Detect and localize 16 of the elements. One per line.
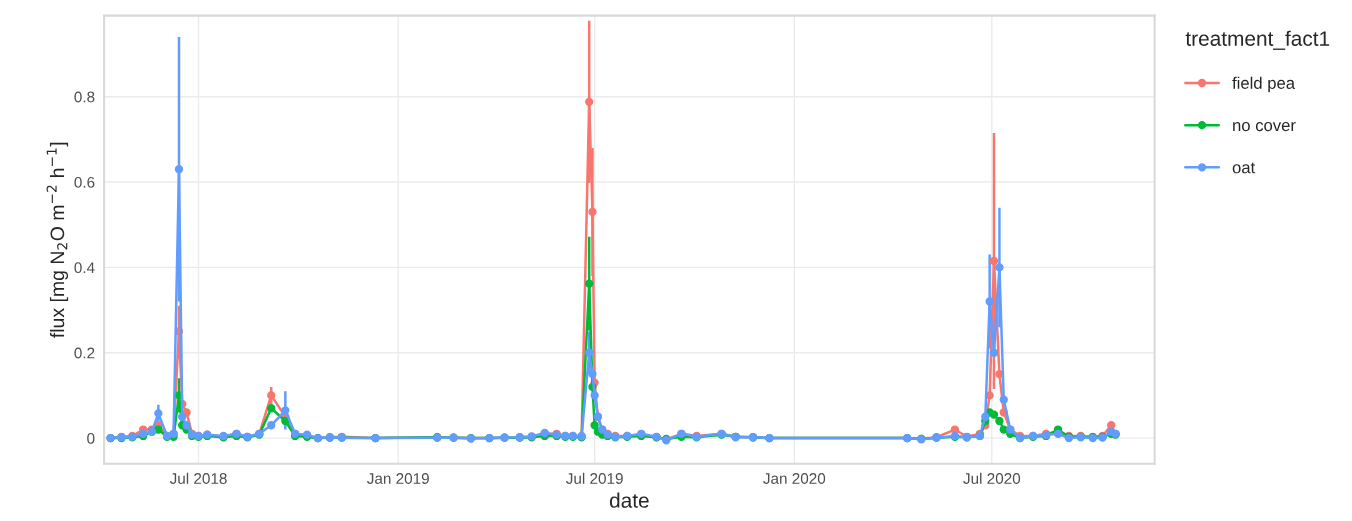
legend-title: treatment_fact1 bbox=[1185, 30, 1330, 50]
y-tick-label: 0.6 bbox=[74, 176, 95, 188]
legend-label: field pea bbox=[1232, 76, 1296, 93]
y-tick-label: 0.8 bbox=[74, 91, 95, 103]
y-tick-label: 0.4 bbox=[74, 262, 95, 274]
legend-label: no cover bbox=[1233, 122, 1296, 132]
x-tick-label: Jul 2020 bbox=[963, 472, 1021, 484]
x-axis-title: date bbox=[609, 492, 649, 508]
legend-label: oat bbox=[1232, 162, 1256, 174]
x-tick-label: Jan 2019 bbox=[367, 473, 429, 484]
x-tick-label: Jul 2018 bbox=[169, 472, 227, 484]
y-tick-label: 0 bbox=[87, 432, 95, 444]
y-axis-title: flux [mg N$_{2}$O m$^{−2}$ h$^{−1}$] bbox=[46, 142, 69, 338]
x-tick-label: Jul 2019 bbox=[565, 472, 623, 484]
x-tick-label: Jan 2020 bbox=[763, 473, 826, 484]
y-tick-label: 0.2 bbox=[74, 347, 95, 359]
